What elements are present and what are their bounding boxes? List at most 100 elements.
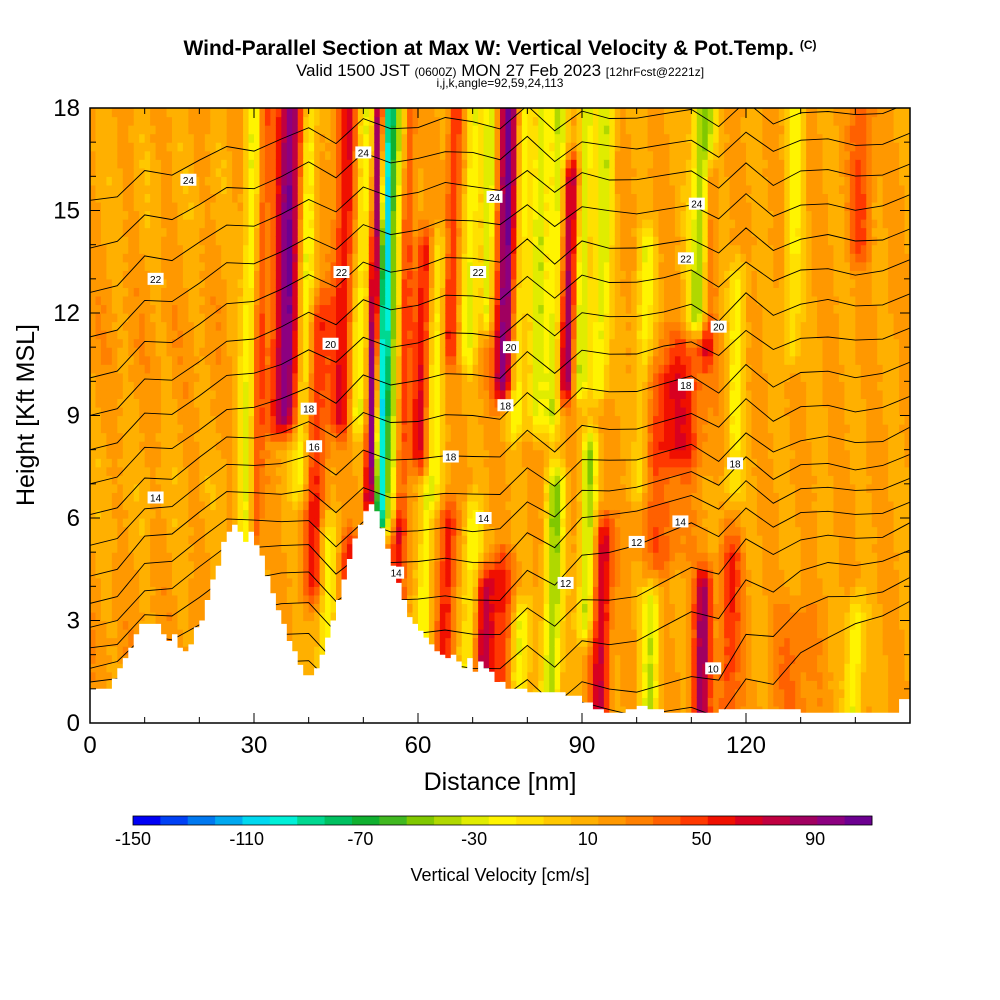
velocity-cell: [95, 654, 102, 664]
velocity-cell: [418, 287, 425, 297]
velocity-cell: [423, 406, 430, 417]
velocity-cell: [128, 304, 135, 314]
velocity-cell: [439, 253, 446, 263]
velocity-cell: [292, 321, 299, 331]
velocity-cell: [144, 526, 151, 536]
velocity-cell: [412, 466, 419, 476]
velocity-cell: [314, 398, 321, 408]
velocity-cell: [133, 569, 140, 579]
velocity-cell: [111, 569, 118, 579]
velocity-cell: [423, 424, 430, 434]
velocity-cell: [308, 526, 315, 536]
velocity-cell: [128, 424, 135, 434]
velocity-cell: [166, 475, 173, 485]
velocity-cell: [379, 483, 386, 493]
velocity-cell: [215, 509, 222, 519]
velocity-cell: [297, 611, 304, 622]
velocity-cell: [100, 389, 107, 400]
velocity-cell: [434, 629, 441, 639]
velocity-cell: [292, 424, 299, 434]
velocity-cell: [161, 552, 168, 562]
velocity-cell: [368, 167, 375, 177]
velocity-cell: [133, 415, 140, 425]
velocity-cell: [150, 449, 157, 459]
velocity-cell: [248, 500, 255, 511]
velocity-cell: [188, 611, 195, 622]
velocity-cell: [193, 125, 200, 135]
velocity-cell: [215, 415, 222, 425]
velocity-cell: [396, 244, 403, 254]
velocity-cell: [221, 108, 228, 118]
velocity-cell: [319, 646, 326, 656]
velocity-cell: [281, 449, 288, 459]
velocity-cell: [357, 295, 364, 306]
velocity-cell: [177, 321, 184, 331]
velocity-cell: [319, 193, 326, 203]
velocity-cell: [450, 543, 457, 553]
velocity-cell: [215, 432, 222, 442]
velocity-cell: [100, 535, 107, 545]
velocity-cell: [439, 244, 446, 254]
velocity-cell: [188, 389, 195, 400]
velocity-cell: [286, 586, 293, 596]
velocity-cell: [166, 210, 173, 220]
velocity-cell: [303, 167, 310, 177]
velocity-cell: [325, 509, 332, 519]
velocity-cell: [407, 415, 414, 425]
velocity-cell: [215, 210, 222, 220]
velocity-cell: [385, 133, 392, 143]
velocity-cell: [407, 270, 414, 280]
velocity-cell: [390, 108, 397, 118]
velocity-cell: [182, 526, 189, 536]
velocity-cell: [286, 381, 293, 391]
velocity-cell: [248, 270, 255, 280]
velocity-cell: [270, 492, 277, 502]
velocity-cell: [275, 492, 282, 502]
velocity-cell: [139, 603, 146, 613]
velocity-cell: [401, 193, 408, 203]
velocity-cell: [226, 167, 233, 177]
velocity-cell: [412, 261, 419, 271]
velocity-cell: [314, 330, 321, 340]
velocity-cell: [352, 389, 359, 400]
velocity-cell: [204, 535, 211, 545]
velocity-cell: [144, 287, 151, 297]
velocity-cell: [221, 201, 228, 212]
velocity-cell: [193, 372, 200, 382]
velocity-cell: [237, 347, 244, 357]
velocity-cell: [177, 125, 184, 135]
velocity-cell: [270, 500, 277, 511]
velocity-cell: [325, 150, 332, 160]
velocity-cell: [259, 330, 266, 340]
velocity-cell: [418, 278, 425, 288]
velocity-cell: [172, 364, 179, 374]
velocity-cell: [150, 611, 157, 622]
velocity-cell: [456, 142, 463, 152]
velocity-cell: [166, 620, 173, 630]
velocity-cell: [248, 108, 255, 118]
velocity-cell: [188, 535, 195, 545]
velocity-cell: [172, 432, 179, 442]
velocity-cell: [122, 389, 129, 400]
velocity-cell: [193, 535, 200, 545]
velocity-cell: [374, 116, 381, 126]
velocity-cell: [254, 287, 261, 297]
velocity-cell: [182, 313, 189, 323]
velocity-cell: [232, 518, 239, 528]
velocity-cell: [133, 372, 140, 382]
velocity-cell: [182, 210, 189, 220]
velocity-cell: [319, 458, 326, 468]
velocity-cell: [407, 432, 414, 442]
velocity-cell: [303, 509, 310, 519]
velocity-cell: [193, 253, 200, 263]
velocity-cell: [270, 406, 277, 417]
velocity-cell: [303, 287, 310, 297]
velocity-cell: [237, 167, 244, 177]
velocity-cell: [155, 518, 162, 528]
velocity-cell: [439, 483, 446, 493]
velocity-cell: [182, 594, 189, 605]
velocity-cell: [188, 236, 195, 246]
velocity-cell: [139, 184, 146, 195]
velocity-cell: [286, 176, 293, 186]
velocity-cell: [166, 261, 173, 271]
